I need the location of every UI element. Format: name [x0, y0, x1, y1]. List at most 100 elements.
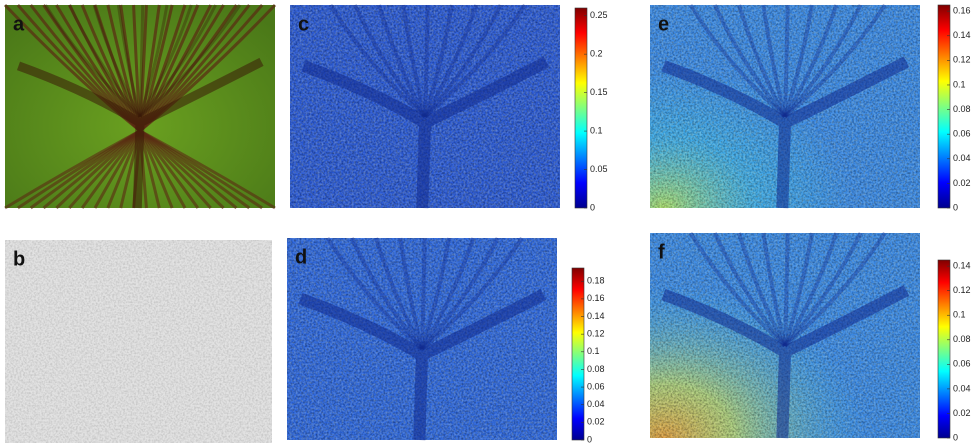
panel-label: b	[13, 248, 25, 270]
vessel-branch	[420, 237, 427, 350]
vessel	[301, 56, 550, 209]
vessel-stripe	[139, 129, 276, 210]
panel: d 0 0.02 0.04 0.06 0.08 0.1 0.12 0.14 0.16 0.18	[287, 236, 605, 443]
colorbar-tick-label: 0	[953, 432, 958, 442]
vessel-branch	[783, 231, 887, 348]
panel: f 0 0.02 0.04 0.06 0.08 0.1 0.12 0.14	[650, 231, 971, 442]
vessel-branch	[423, 4, 430, 117]
vessel-branch	[783, 232, 839, 347]
vessel-branch	[712, 4, 787, 118]
colorbar-tick-label: 0.08	[953, 334, 971, 344]
colorbar-tick-label: 0.14	[953, 261, 971, 271]
vessel-branch	[420, 237, 451, 350]
colorbar-tick-label: 0.25	[590, 10, 608, 20]
colorbar-tick-label: 0.2	[590, 49, 603, 59]
vessel	[661, 56, 910, 209]
vessel-branch	[398, 237, 424, 350]
colorbar-tick-label: 0.16	[587, 293, 605, 303]
vessel-branch	[783, 3, 887, 119]
vessel-branch	[783, 232, 863, 348]
panel: a	[3, 3, 277, 210]
vessel	[16, 57, 264, 209]
colorbar-tick-label: 0.12	[953, 55, 971, 65]
colorbar-tick-label: 0	[587, 434, 592, 443]
colorbar	[571, 267, 585, 441]
vessel-branch	[325, 236, 424, 351]
vessel-branch	[737, 232, 787, 347]
colorbar	[574, 7, 588, 209]
vessel-branch	[761, 232, 787, 347]
panel-label: f	[658, 241, 665, 263]
colorbar-tick-label: 0.06	[587, 381, 605, 391]
vessel-branch	[688, 231, 787, 348]
vessel-branch	[377, 4, 427, 118]
colorbar-tick-label: 0.12	[587, 329, 605, 339]
vessel-branch	[423, 4, 503, 118]
vessel-branch	[92, 4, 142, 118]
vessel-branch	[349, 237, 424, 351]
vessel-branch	[420, 237, 500, 351]
colorbar	[937, 4, 951, 209]
vessel	[298, 289, 547, 441]
colorbar-tick-label: 0.1	[590, 125, 603, 135]
panel-label: a	[13, 13, 25, 35]
vessel-branch	[374, 237, 424, 351]
vessel	[661, 285, 910, 439]
colorbar-tick-label: 0.08	[953, 104, 971, 114]
colorbar-tick-label: 0.06	[953, 129, 971, 139]
colorbar-tick-label: 0.1	[953, 310, 966, 320]
panel-label: c	[298, 13, 309, 35]
colorbar-tick-label: 0.08	[587, 364, 605, 374]
panel: c 0 0.05 0.1 0.15 0.2 0.25	[290, 3, 608, 212]
vessel-branch	[423, 3, 527, 119]
colorbar-tick-label: 0.04	[953, 383, 971, 393]
panel: e 0 0.02 0.04 0.06 0.08 0.1 0.12 0.14 0.16	[650, 3, 971, 212]
colorbar-tick-label: 0.14	[587, 311, 605, 321]
panel-label: e	[658, 13, 669, 35]
vessel-branch	[783, 232, 790, 346]
vessel-branch	[737, 4, 787, 118]
vessel-branch	[116, 4, 142, 118]
colorbar-tick-label: 0	[953, 202, 958, 212]
vessel-branch	[712, 232, 787, 348]
colorbar-tick-label: 0.1	[953, 79, 966, 89]
colorbar-tick-label: 0	[590, 202, 595, 212]
colorbar	[937, 259, 951, 439]
colorbar-tick-label: 0.04	[587, 399, 605, 409]
vessel-branch	[423, 4, 479, 118]
panel-label: d	[295, 246, 307, 268]
vessel-branch	[783, 4, 790, 117]
vessel-branch	[68, 4, 142, 118]
colorbar-tick-label: 0.14	[953, 30, 971, 40]
vessel-branch	[420, 236, 524, 351]
vessel-branch	[401, 4, 427, 118]
colorbar-tick-label: 0.05	[590, 164, 608, 174]
colorbar-tick-label: 0.18	[587, 276, 605, 286]
colorbar-tick-label: 0.15	[590, 87, 608, 97]
vessel-branch	[138, 4, 169, 118]
vessel-branch	[44, 4, 142, 118]
vessel-branch	[352, 4, 427, 118]
vessel-branch	[420, 237, 476, 351]
vessel-branch	[423, 4, 454, 118]
vessel-branch	[139, 4, 242, 118]
vessel-branch	[138, 4, 193, 118]
vessel-branch	[783, 4, 814, 118]
image-noise	[5, 240, 272, 443]
vessel-branch	[138, 4, 145, 117]
colorbar-tick-label: 0.02	[953, 408, 971, 418]
vessel-branch	[761, 4, 787, 118]
colorbar-tick-label: 0.16	[953, 6, 971, 16]
colorbar-tick-label: 0.02	[587, 417, 605, 427]
colorbar-tick-label: 0.02	[953, 178, 971, 188]
vessel-branch	[688, 3, 787, 119]
vessel-branch	[783, 232, 814, 347]
panel: b	[5, 240, 272, 443]
colorbar-tick-label: 0.1	[587, 346, 600, 356]
vessel-branch	[783, 4, 839, 118]
colorbar-tick-label: 0.12	[953, 285, 971, 295]
colorbar-tick-label: 0.06	[953, 359, 971, 369]
vessel-branch	[138, 4, 217, 118]
colorbar-tick-label: 0.04	[953, 153, 971, 163]
